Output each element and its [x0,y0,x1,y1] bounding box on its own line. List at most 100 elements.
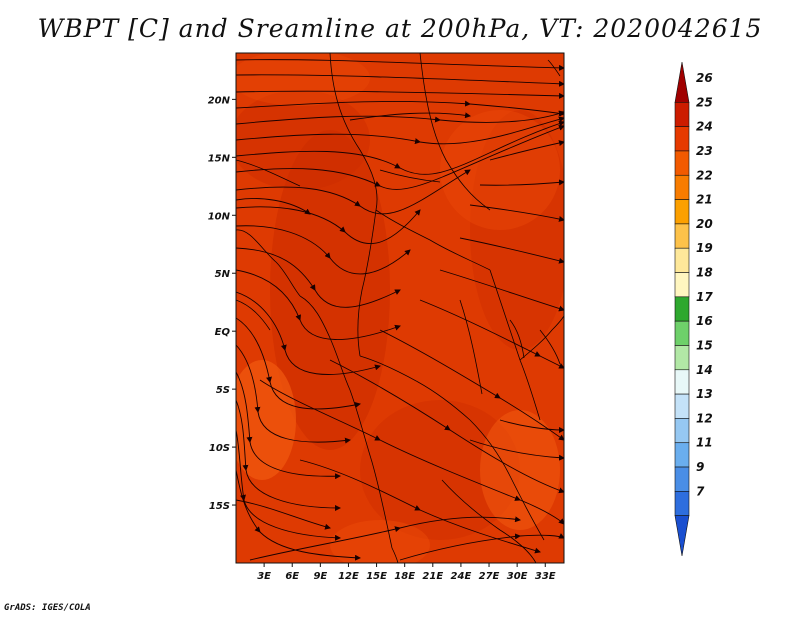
lon-tick-label: 6E [285,571,299,582]
country-border [359,355,471,421]
lat-tick-label: 20N [208,95,231,106]
streamline [249,516,521,561]
lat-tick-label: 10N [208,211,231,222]
colorbar-segment [674,247,690,273]
colorbar-label: 21 [696,193,713,207]
streamline [489,140,564,161]
colorbar-segment [674,418,690,444]
streamline [499,419,564,433]
colorbar-label: 15 [696,338,713,352]
country-border [441,479,537,563]
lon-tick-label: 12E [338,571,359,582]
lon-tick-label: 27E [479,571,500,582]
colorbar-segment [674,150,690,176]
country-border [379,169,441,183]
colorbar-label: 23 [696,144,713,158]
lat-tick-label: 5N [215,269,231,280]
country-border [547,59,561,77]
wbpt-shade-region [236,90,370,190]
streamline [469,439,564,461]
country-border [459,299,483,395]
country-border [469,419,545,541]
streamline [236,247,401,308]
country-border [509,319,525,359]
lat-tick-label: EQ [215,327,231,338]
streamline [479,179,564,186]
country-border [357,209,377,357]
lon-tick-label: 30E [507,571,528,582]
colorbar-segment [674,491,690,516]
colorbar-label: 9 [696,460,704,474]
streamline [236,169,471,215]
streamline [379,329,564,441]
colorbar-segment [674,223,690,249]
colorbar-segment [674,199,690,225]
colorbar-segment [674,345,690,371]
country-border [299,295,399,563]
country-border [419,53,491,211]
streamline [236,469,361,561]
country-border [519,315,564,361]
country-border [236,229,301,297]
lon-tick-label: 15E [366,571,387,582]
streamline [459,237,564,264]
map-frame [235,52,565,564]
grads-credit: GrADS: IGES/COLA [4,603,91,613]
colorbar-segment [674,369,690,395]
streamline [236,59,564,71]
streamline [329,359,564,494]
country-border [236,159,301,187]
colorbar-segment [674,102,690,127]
colorbar-label: 16 [696,314,713,328]
colorbar-segment [674,442,690,468]
lon-tick-label: 21E [422,571,443,582]
map-area [236,53,564,563]
streamlines [236,59,564,561]
colorbar-label: 12 [696,411,713,425]
streamline [236,198,311,215]
wbpt-shade-region [480,410,560,530]
streamline [299,459,541,554]
country-border [329,53,378,211]
colorbar-label: 25 [696,95,713,109]
colorbar-segment [674,272,690,298]
country-borders [236,53,564,563]
colorbar-segment [674,466,690,492]
latitude-axis: 20N 15N 10N 5N EQ 5S 10S 15S [208,95,236,512]
wbpt-shade-region [236,53,370,106]
colorbar-label: 24 [696,120,713,134]
lat-tick-label: 15S [209,501,230,512]
longitude-axis: 3E 6E 9E 12E 15E 18E 21E 24E 27E 30E 33E [257,563,556,582]
lon-tick-label: 33E [535,571,556,582]
streamline [236,225,411,275]
colorbar-label: 14 [696,363,713,377]
colorbar-label: 20 [696,217,713,231]
colorbar-segment [674,393,690,419]
streamline [236,74,564,87]
lat-tick-label: 10S [209,443,230,454]
streamline [349,112,471,121]
colorbar-label: 11 [696,436,713,450]
colorbar-segment [674,61,690,103]
colorbar-segment [674,320,690,346]
colorbar-label: 19 [696,241,713,255]
map-title: WBPT [C] and Sreamline at 200hPa, VT: 20… [37,14,763,43]
lon-tick-label: 24E [451,571,472,582]
streamline [236,90,564,99]
streamline [236,269,401,340]
streamline [469,204,564,222]
streamline [439,269,564,312]
colorbar-label: 7 [696,484,705,498]
colorbar-label: 26 [696,71,713,85]
country-border [539,329,561,365]
streamline [236,499,331,530]
streamline [236,291,381,375]
lon-tick-label: 9E [313,571,327,582]
streamline [236,206,421,245]
colorbar-segment [674,515,690,557]
colorbar-segment [674,174,690,200]
lat-tick-label: 15N [208,153,231,164]
country-border [236,299,271,331]
colorbar-segment [674,126,690,152]
